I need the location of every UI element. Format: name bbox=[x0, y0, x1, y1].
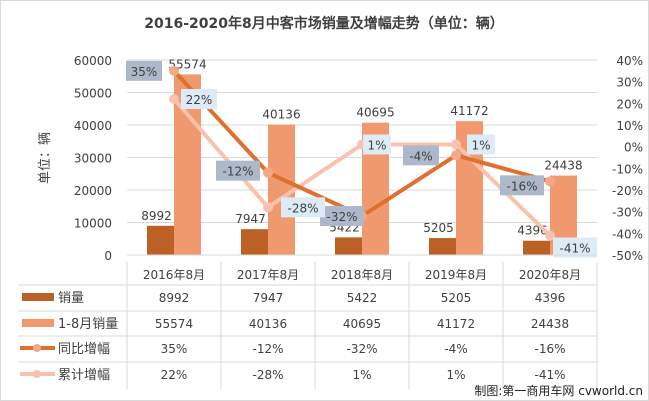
line-label-box bbox=[403, 145, 439, 166]
category-label: 2019年8月 bbox=[425, 268, 487, 282]
table-cell: -28% bbox=[252, 368, 283, 382]
bar-data-label: 8992 bbox=[141, 209, 172, 223]
y-axis-label: 单位：辆 bbox=[38, 132, 53, 184]
y2-tick-label: 40% bbox=[616, 54, 643, 68]
line-marker bbox=[263, 167, 273, 178]
table-cell: 1% bbox=[352, 368, 371, 382]
bar-monthly bbox=[147, 225, 174, 255]
y-tick-label: 60000 bbox=[74, 54, 112, 68]
bar-data-label: 7947 bbox=[235, 212, 266, 226]
line-marker bbox=[545, 176, 555, 187]
bar-data-label: 24438 bbox=[544, 159, 582, 173]
line-label-box bbox=[467, 134, 495, 155]
line-data-label: -16% bbox=[506, 179, 537, 193]
table-cell: -32% bbox=[346, 342, 377, 356]
y2-tick-label: 20% bbox=[616, 97, 643, 111]
line-label-box bbox=[320, 206, 364, 226]
line-label-box bbox=[216, 160, 260, 181]
table-cell: -41% bbox=[534, 368, 565, 382]
category-label: 2018年8月 bbox=[331, 268, 393, 282]
table-cell: 7947 bbox=[253, 291, 284, 305]
chart-title: 2016-2020年8月中客市场销量及增幅走势（单位：辆） bbox=[144, 15, 503, 32]
table-cell: -4% bbox=[444, 342, 467, 356]
table-cell: 22% bbox=[161, 368, 188, 382]
bar-data-label: 40136 bbox=[262, 108, 300, 122]
line-data-label: 22% bbox=[186, 93, 213, 107]
line-data-label: -41% bbox=[559, 242, 590, 256]
line-label-box bbox=[181, 89, 217, 109]
table-cell: 5422 bbox=[347, 291, 378, 305]
y-tick-label: 0 bbox=[104, 249, 112, 263]
legend-label: 销量 bbox=[58, 291, 84, 306]
y2-tick-label: -50% bbox=[612, 249, 643, 263]
line-marker bbox=[451, 150, 461, 161]
line-label-box bbox=[281, 197, 325, 218]
legend-label: 1-8月销量 bbox=[58, 317, 118, 332]
y-tick-label: 40000 bbox=[74, 119, 112, 133]
line-marker bbox=[263, 202, 273, 213]
line-data-label: -32% bbox=[326, 210, 357, 224]
y2-tick-label: 10% bbox=[616, 119, 643, 133]
bar-monthly bbox=[523, 240, 550, 255]
category-label: 2017年8月 bbox=[237, 268, 299, 282]
line-data-label: -4% bbox=[409, 149, 432, 163]
line-label-box bbox=[553, 237, 597, 258]
bar-data-label: 41172 bbox=[450, 104, 488, 118]
table-cell: 5205 bbox=[441, 291, 472, 305]
table-cell: 4396 bbox=[535, 291, 566, 305]
bar-cumulative bbox=[268, 124, 295, 255]
line-data-label: 1% bbox=[367, 139, 386, 153]
table-cell: 8992 bbox=[159, 291, 190, 305]
bar-data-label: 40695 bbox=[356, 106, 394, 120]
y2-tick-label: -30% bbox=[612, 206, 643, 220]
line-label-box bbox=[363, 134, 391, 155]
y2-tick-label: -20% bbox=[612, 184, 643, 198]
table-cell: 55574 bbox=[155, 317, 193, 331]
category-label: 2020年8月 bbox=[519, 268, 581, 282]
line-data-label: -28% bbox=[287, 201, 318, 215]
line-data-label: 35% bbox=[131, 65, 158, 79]
table-cell: 40136 bbox=[249, 317, 287, 331]
table-cell: 24438 bbox=[531, 317, 569, 331]
legend-label: 累计增幅 bbox=[58, 368, 110, 383]
line-data-label: -12% bbox=[222, 165, 253, 179]
category-label: 2016年8月 bbox=[143, 268, 205, 282]
table-cell: 35% bbox=[161, 342, 188, 356]
table-cell: 1% bbox=[446, 368, 465, 382]
y-tick-label: 10000 bbox=[74, 217, 112, 231]
table-cell: -16% bbox=[534, 342, 565, 356]
table-cell: 40695 bbox=[343, 317, 381, 331]
line-marker bbox=[169, 65, 179, 76]
bar-monthly bbox=[429, 238, 456, 255]
credit-text: 制图:第一商用车网 cvworld.cn bbox=[474, 384, 643, 398]
y2-tick-label: 30% bbox=[616, 76, 643, 90]
legend-swatch bbox=[22, 293, 54, 301]
y2-tick-label: -10% bbox=[612, 162, 643, 176]
legend-marker bbox=[33, 370, 41, 378]
legend-label: 同比增幅 bbox=[58, 342, 110, 357]
line-marker bbox=[169, 94, 179, 104]
line-label-box bbox=[126, 60, 162, 81]
bar-data-label: 5205 bbox=[423, 221, 454, 235]
y2-tick-label: -40% bbox=[612, 227, 643, 241]
table-cell: -12% bbox=[252, 342, 283, 356]
y-tick-label: 30000 bbox=[74, 152, 112, 166]
line-label-box bbox=[500, 175, 544, 196]
line-marker bbox=[451, 139, 461, 150]
y-tick-label: 20000 bbox=[74, 184, 112, 198]
legend-swatch bbox=[22, 319, 54, 327]
table-cell: 41172 bbox=[437, 317, 475, 331]
y2-tick-label: 0% bbox=[624, 141, 643, 155]
bar-monthly bbox=[335, 237, 362, 255]
bar-monthly bbox=[241, 229, 268, 255]
legend-marker bbox=[33, 344, 41, 352]
y-tick-label: 50000 bbox=[74, 87, 112, 101]
line-marker bbox=[545, 230, 555, 241]
line-data-label: 1% bbox=[471, 139, 490, 153]
